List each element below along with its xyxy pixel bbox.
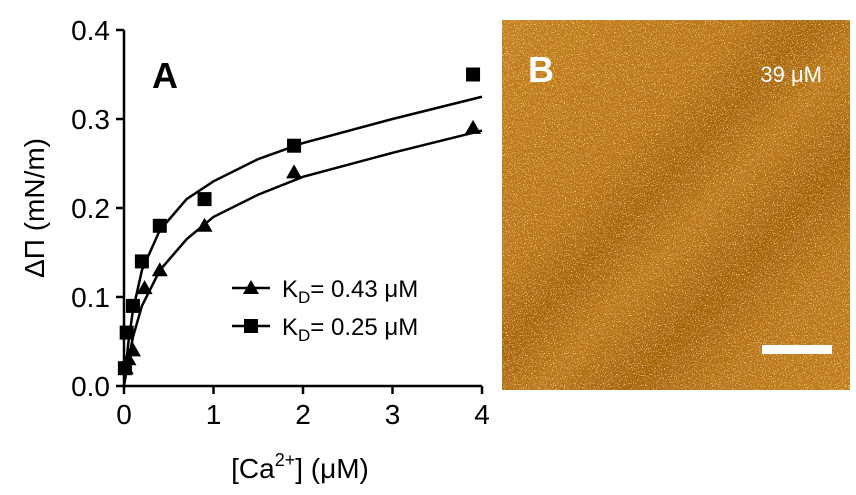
y-tick-label: 0.2 — [71, 193, 110, 224]
data-point — [287, 138, 302, 153]
data-point — [152, 218, 167, 233]
plot: A ΔΠ (mN/m) [Ca2+] (μM) 0.0 0.1 0.2 0.3 0.4 0… — [19, 15, 490, 484]
legend-part: K — [282, 314, 298, 341]
legend-part: = 0.43 μM — [310, 276, 418, 303]
legend-label: KD= 0.25 μM — [282, 314, 418, 345]
x-label-part: ] (μM) — [295, 453, 369, 484]
afm-image — [502, 20, 850, 390]
annotation: 39 μM — [760, 62, 822, 87]
legend-part: K — [282, 276, 298, 303]
data-point — [466, 67, 481, 82]
fit-curve — [122, 95, 483, 387]
legend-sub: D — [298, 288, 310, 307]
legend-sub: D — [298, 326, 310, 345]
y-tick-label: 0.4 — [71, 15, 110, 46]
legend-part: = 0.25 μM — [310, 314, 418, 341]
x-tick-label: 3 — [385, 399, 401, 430]
x-tick-label: 2 — [295, 399, 311, 430]
data-point — [151, 262, 168, 277]
y-tick-label: 0.1 — [71, 282, 110, 313]
y-tick-label: 0.3 — [71, 104, 110, 135]
x-axis-label: [Ca2+] (μM) — [231, 450, 369, 484]
fit-curve — [122, 129, 483, 387]
data-point — [125, 298, 140, 313]
image-panel: B 39 μM — [502, 20, 850, 390]
legend-marker — [244, 319, 258, 333]
x-label-part: [Ca — [231, 453, 275, 484]
scale-bar — [762, 345, 832, 354]
legend-label: KD= 0.43 μM — [282, 276, 418, 307]
legend-marker — [243, 280, 259, 294]
data-point — [197, 192, 212, 207]
x-tick-label: 4 — [474, 399, 490, 430]
data-point — [286, 164, 303, 179]
data-point — [117, 361, 132, 376]
x-tick-label: 0 — [116, 399, 132, 430]
y-tick-label: 0.0 — [71, 371, 110, 402]
data-point — [465, 119, 482, 134]
data-point — [124, 342, 141, 357]
panel-label: A — [152, 55, 178, 96]
x-tick-label: 1 — [206, 399, 222, 430]
data-point — [134, 254, 149, 269]
x-label-sup: 2+ — [275, 450, 296, 470]
y-axis-label: ΔΠ (mN/m) — [19, 138, 50, 278]
panel-label: B — [528, 49, 554, 90]
data-point — [119, 325, 134, 340]
data-point — [196, 217, 213, 232]
data-point — [136, 280, 153, 295]
